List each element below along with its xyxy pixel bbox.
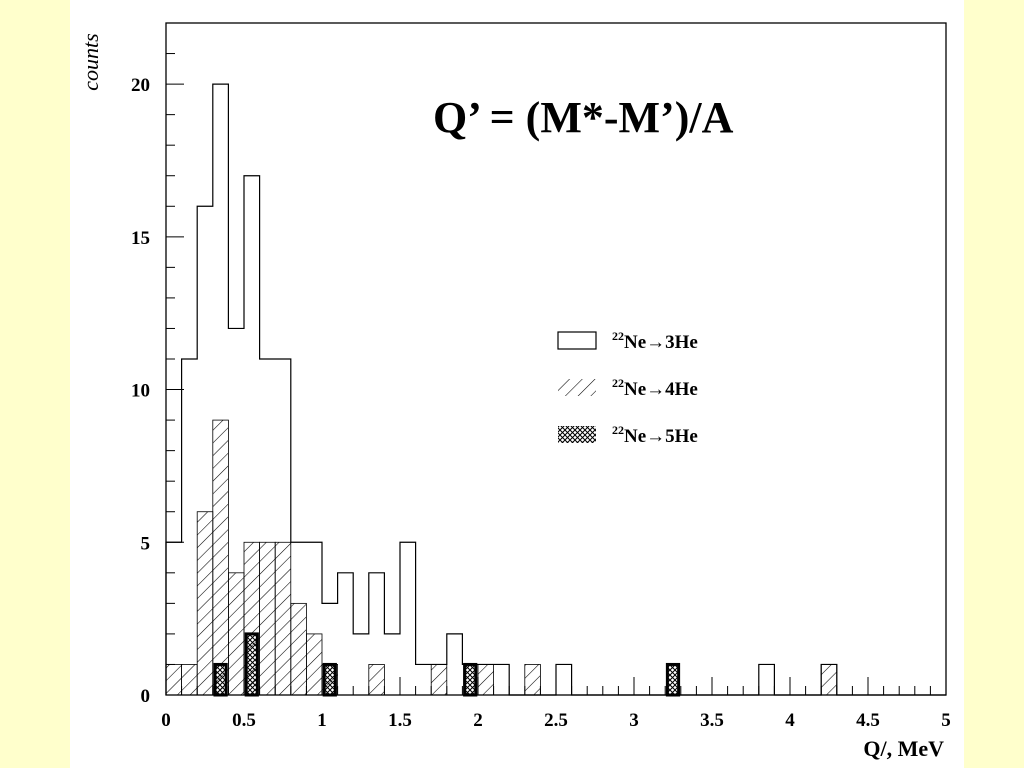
bar-4he (212, 419, 229, 696)
x-tick-label: 1 (317, 710, 327, 731)
y-tick-label: 5 (141, 533, 151, 554)
histogram-chart: 0 0.5 1 1.5 2 2.5 3 3.5 4 4.5 5 0 5 10 15 20 counts Q/… (78, 22, 951, 761)
bar-4he (274, 541, 292, 696)
legend-label: 22Ne→3He (612, 329, 698, 353)
x-axis-label: Q/, MeV (863, 736, 944, 761)
legend-entry-3he: 22Ne→3He (557, 329, 698, 353)
bar-4he (165, 664, 182, 696)
bar-4he (524, 664, 541, 696)
legend-reaction: Ne→3He (624, 332, 698, 353)
y-tick-label: 15 (131, 228, 150, 249)
legend-swatch-open (557, 331, 597, 350)
chart-title: Q’ = (M*-M’)/A (433, 93, 734, 142)
legend-label: 22Ne→5He (612, 423, 698, 447)
x-tick-label: 3.5 (700, 710, 724, 731)
legend-reaction: Ne→4He (624, 379, 698, 400)
bar-4he (196, 511, 214, 696)
legend-swatch-hatched (558, 379, 596, 396)
x-tick-label: 2 (473, 710, 483, 731)
legend: 22Ne→3He 22Ne→4He 22Ne→5He (557, 329, 698, 447)
y-axis-label: counts (78, 33, 103, 90)
y-tick-label: 20 (131, 75, 150, 96)
x-axis-ticks: 0 0.5 1 1.5 2 2.5 3 3.5 4 4.5 5 (161, 677, 951, 731)
bar-4he (227, 572, 245, 696)
x-tick-label: 4 (785, 710, 795, 731)
legend-entry-5he: 22Ne→5He (558, 423, 698, 447)
bar-4he (477, 664, 495, 696)
x-tick-label: 1.5 (388, 710, 412, 731)
legend-isotope-mass: 22 (612, 329, 624, 343)
legend-swatch-cross-hatched (558, 426, 596, 443)
y-tick-label: 10 (131, 381, 150, 402)
y-tick-label: 0 (141, 686, 151, 707)
x-tick-label: 0 (161, 710, 171, 731)
legend-isotope-mass: 22 (612, 376, 624, 390)
bar-4he (259, 541, 276, 696)
bar-5he (322, 662, 337, 697)
bar-5he (665, 662, 681, 697)
bar-5he (244, 632, 259, 697)
x-tick-label: 0.5 (232, 710, 256, 731)
bar-4he (181, 664, 198, 696)
x-tick-label: 5 (941, 710, 951, 731)
bar-4he (368, 664, 385, 696)
plot-panel: 0 0.5 1 1.5 2 2.5 3 3.5 4 4.5 5 0 5 10 15 20 counts Q/… (70, 0, 964, 768)
series-4he-bars (165, 419, 838, 696)
bar-4he (430, 664, 448, 696)
legend-isotope-mass: 22 (612, 423, 624, 437)
x-tick-label: 2.5 (544, 710, 568, 731)
y-axis-ticks: 0 5 10 15 20 (131, 22, 184, 707)
bar-5he (213, 662, 228, 697)
bar-4he (820, 664, 838, 696)
bar-4he (305, 633, 323, 696)
x-tick-label: 4.5 (856, 710, 880, 731)
legend-entry-4he: 22Ne→4He (558, 376, 698, 400)
bar-4he (290, 602, 307, 696)
bar-5he (463, 662, 478, 697)
legend-label: 22Ne→4He (612, 376, 698, 400)
x-tick-label: 3 (629, 710, 639, 731)
legend-reaction: Ne→5He (624, 426, 698, 447)
